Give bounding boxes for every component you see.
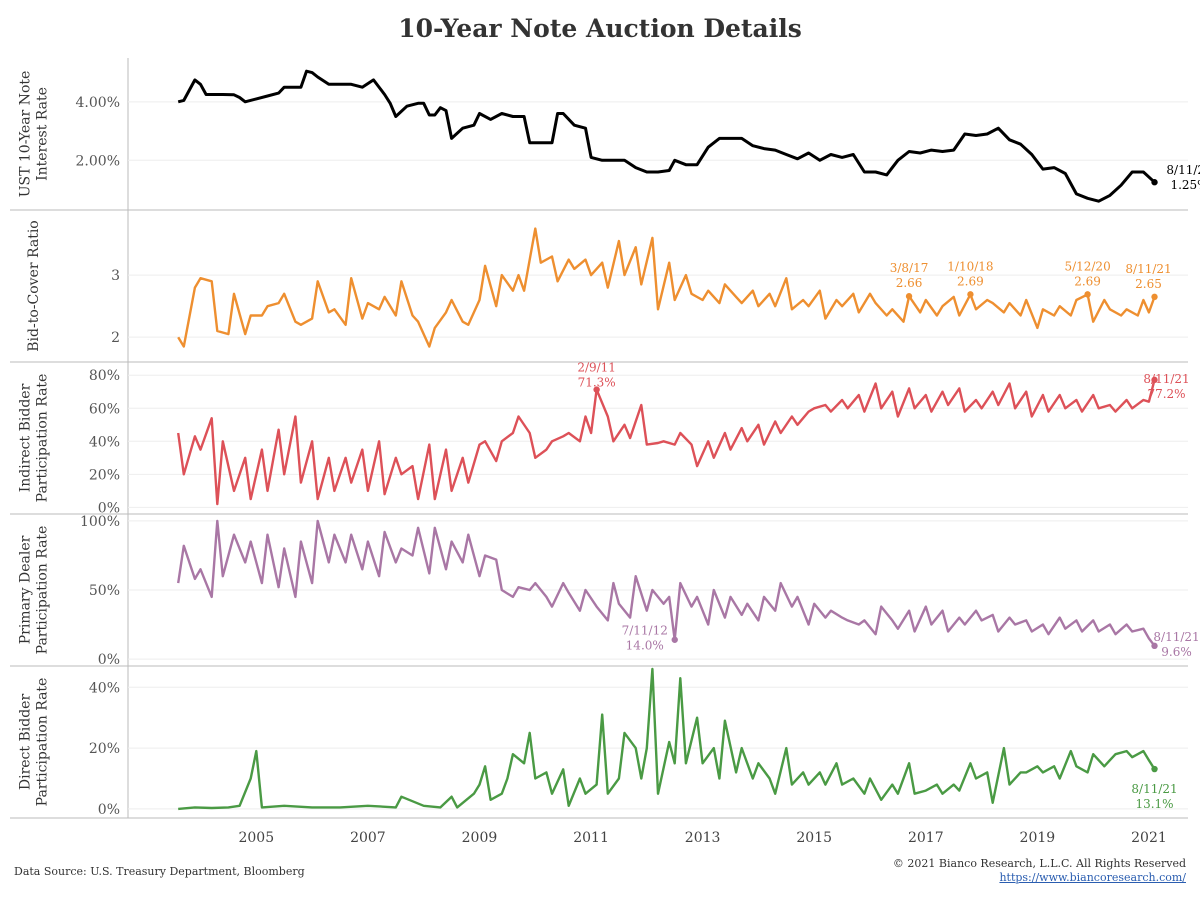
- x-tick-label: 2017: [908, 830, 944, 846]
- x-tick-label: 2009: [462, 830, 498, 846]
- highlight-point: [967, 291, 974, 298]
- highlight-point: [1151, 765, 1158, 773]
- highlight-point: [671, 636, 678, 643]
- copyright-text: © 2021 Bianco Research, L.L.C. All Right…: [892, 857, 1186, 870]
- y-tick-label: 60%: [89, 401, 120, 417]
- y-tick-label: 40%: [89, 680, 120, 696]
- series-line: [177, 519, 1156, 647]
- callout-date: 8/11/21: [1143, 372, 1189, 386]
- highlight-point: [593, 386, 600, 393]
- callout-value: 2.69: [1074, 274, 1101, 288]
- x-tick-label: 2021: [1131, 830, 1167, 846]
- y-axis-label: Primary Dealer: [18, 535, 34, 644]
- y-axis-label: Interest Rate: [35, 87, 51, 181]
- highlight-point: [1151, 293, 1158, 301]
- x-tick-label: 2005: [238, 830, 274, 846]
- y-tick-label: 0%: [98, 652, 120, 668]
- callout-value: 2.65: [1135, 277, 1162, 291]
- y-tick-label: 20%: [89, 467, 120, 483]
- y-axis-label: Participation Rate: [35, 526, 51, 655]
- y-tick-label: 4.00%: [76, 95, 120, 111]
- y-axis-label: Indirect Bidder: [18, 383, 34, 492]
- panel-3: 80% 60% 40% 20% 0% Indirect Bidder Participati…: [10, 361, 1190, 516]
- callout-value: 1.25%: [1170, 178, 1200, 192]
- highlight-point: [1151, 376, 1158, 384]
- callout-date: 3/8/17: [890, 261, 929, 275]
- callout-date: 8/11/21: [1131, 782, 1177, 796]
- callout-value: 2.66: [896, 276, 923, 290]
- y-axis-label: Bid-to-Cover Ratio: [26, 220, 42, 351]
- chart-title: 10-Year Note Auction Details: [398, 14, 802, 43]
- callout-value: 77.2%: [1147, 387, 1185, 401]
- x-tick-label: 2013: [685, 830, 721, 846]
- panel-5: 40% 20% 0% Direct Bidder Participation Rate 8…: [10, 665, 1188, 818]
- callout-value: 2.69: [957, 274, 984, 288]
- copyright-block: © 2021 Bianco Research, L.L.C. All Right…: [893, 857, 1186, 885]
- y-axis-label: Participation Rate: [35, 374, 51, 503]
- highlight-point: [1151, 642, 1158, 650]
- y-tick-label: 3: [111, 268, 120, 284]
- highlight-point: [1151, 179, 1158, 186]
- callout-date: 1/10/18: [947, 259, 993, 273]
- callout-date: 8/11/21: [1125, 262, 1171, 276]
- y-tick-label: 20%: [89, 741, 120, 757]
- highlight-point: [905, 293, 913, 300]
- callout-date: 7/11/12: [622, 624, 668, 638]
- panel-1: 4.00% 2.00% UST 10-Year Note Interest Rate 8…: [18, 69, 1200, 203]
- y-tick-label: 80%: [89, 368, 120, 384]
- y-tick-label: 100%: [80, 514, 120, 530]
- y-tick-label: 0%: [98, 500, 120, 516]
- website-link[interactable]: https://www.biancoresearch.com/: [999, 871, 1186, 884]
- series-line: [177, 69, 1156, 203]
- panel-4: 100% 50% 0% Primary Dealer Participation Rat…: [10, 513, 1200, 668]
- callout-value: 9.6%: [1161, 645, 1192, 659]
- callout-date: 2/9/11: [577, 361, 616, 375]
- data-source-note: Data Source: U.S. Treasury Department, B…: [14, 865, 305, 878]
- highlight-point: [1084, 291, 1091, 298]
- callout-value: 71.3%: [578, 376, 616, 390]
- series-line: [177, 227, 1156, 348]
- series-line: [177, 379, 1156, 506]
- y-tick-label: 2: [111, 330, 120, 346]
- callout-value: 13.1%: [1135, 797, 1173, 811]
- x-tick-label: 2015: [796, 830, 832, 846]
- y-tick-label: 2.00%: [76, 153, 120, 169]
- series-line: [178, 667, 1156, 811]
- y-tick-label: 0%: [98, 802, 120, 818]
- y-axis-label: Participation Rate: [35, 678, 51, 807]
- callout-date: 8/11/21: [1166, 163, 1200, 177]
- x-tick-label: 2019: [1020, 830, 1056, 846]
- y-axis-label: UST 10-Year Note: [18, 71, 34, 198]
- x-tick-label: 2011: [573, 830, 609, 846]
- callout-value: 14.0%: [626, 639, 664, 653]
- callout-date: 8/11/21: [1153, 630, 1199, 644]
- y-axis-label: Direct Bidder: [18, 694, 34, 791]
- x-tick-label: 2007: [350, 830, 386, 846]
- y-tick-label: 40%: [89, 434, 120, 450]
- callout-date: 5/12/20: [1064, 259, 1110, 273]
- y-tick-label: 50%: [89, 583, 120, 599]
